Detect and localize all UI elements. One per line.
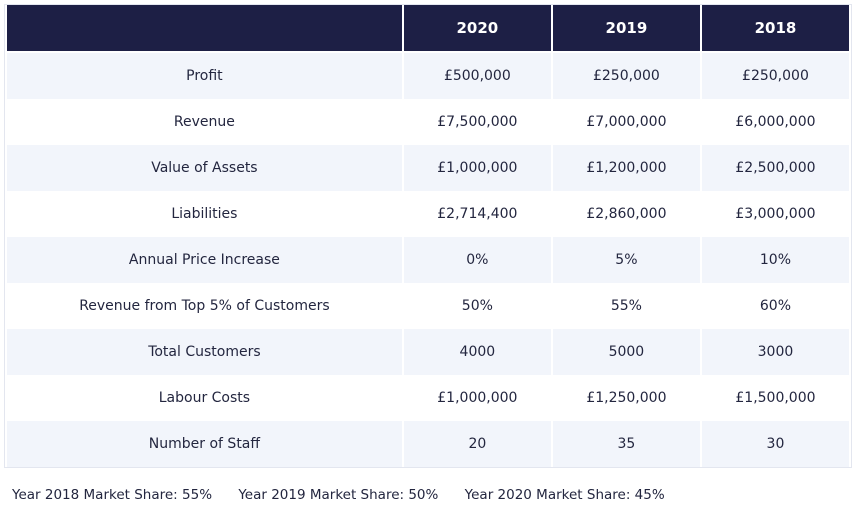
cell-value: 35 <box>552 421 700 467</box>
cell-value: £250,000 <box>552 53 700 99</box>
cell-value: 4000 <box>403 329 551 375</box>
cell-value: £1,250,000 <box>552 375 700 421</box>
cell-value: 60% <box>701 283 849 329</box>
header-year-2018: 2018 <box>701 5 849 53</box>
cell-value: 30 <box>701 421 849 467</box>
table-row: Number of Staff 20 35 30 <box>7 421 849 467</box>
market-share-footer: Year 2018 Market Share: 55% Year 2019 Ma… <box>12 487 687 503</box>
row-label: Revenue from Top 5% of Customers <box>7 283 402 329</box>
cell-value: 0% <box>403 237 551 283</box>
cell-value: 20 <box>403 421 551 467</box>
row-label: Revenue <box>7 99 402 145</box>
row-label: Annual Price Increase <box>7 237 402 283</box>
cell-value: £500,000 <box>403 53 551 99</box>
market-share-2020: Year 2020 Market Share: 45% <box>464 487 665 503</box>
cell-value: 3000 <box>701 329 849 375</box>
cell-value: £250,000 <box>701 53 849 99</box>
cell-value: 10% <box>701 237 849 283</box>
cell-value: £3,000,000 <box>701 191 849 237</box>
row-label: Profit <box>7 53 402 99</box>
cell-value: £2,714,400 <box>403 191 551 237</box>
row-label: Labour Costs <box>7 375 402 421</box>
cell-value: £2,500,000 <box>701 145 849 191</box>
cell-value: 55% <box>552 283 700 329</box>
row-label: Number of Staff <box>7 421 402 467</box>
cell-value: £1,000,000 <box>403 375 551 421</box>
cell-value: £1,500,000 <box>701 375 849 421</box>
market-share-2019: Year 2019 Market Share: 50% <box>238 487 439 503</box>
table-row: Value of Assets £1,000,000 £1,200,000 £2… <box>7 145 849 191</box>
row-label: Value of Assets <box>7 145 402 191</box>
cell-value: £1,000,000 <box>403 145 551 191</box>
header-year-2019: 2019 <box>552 5 700 53</box>
header-label-cell <box>7 5 402 53</box>
cell-value: 5000 <box>552 329 700 375</box>
table-header-row: 2020 2019 2018 <box>7 5 849 53</box>
row-label: Total Customers <box>7 329 402 375</box>
market-share-2018: Year 2018 Market Share: 55% <box>12 487 213 503</box>
cell-value: £1,200,000 <box>552 145 700 191</box>
table-row: Labour Costs £1,000,000 £1,250,000 £1,50… <box>7 375 849 421</box>
financial-table-container: 2020 2019 2018 Profit £500,000 £250,000 … <box>4 4 852 468</box>
cell-value: £7,000,000 <box>552 99 700 145</box>
cell-value: £2,860,000 <box>552 191 700 237</box>
table-row: Annual Price Increase 0% 5% 10% <box>7 237 849 283</box>
cell-value: £7,500,000 <box>403 99 551 145</box>
table-row: Revenue £7,500,000 £7,000,000 £6,000,000 <box>7 99 849 145</box>
table-row: Revenue from Top 5% of Customers 50% 55%… <box>7 283 849 329</box>
table-row: Liabilities £2,714,400 £2,860,000 £3,000… <box>7 191 849 237</box>
cell-value: 5% <box>552 237 700 283</box>
financial-table: 2020 2019 2018 Profit £500,000 £250,000 … <box>5 5 851 467</box>
table-row: Total Customers 4000 5000 3000 <box>7 329 849 375</box>
header-year-2020: 2020 <box>403 5 551 53</box>
table-row: Profit £500,000 £250,000 £250,000 <box>7 53 849 99</box>
row-label: Liabilities <box>7 191 402 237</box>
cell-value: £6,000,000 <box>701 99 849 145</box>
cell-value: 50% <box>403 283 551 329</box>
